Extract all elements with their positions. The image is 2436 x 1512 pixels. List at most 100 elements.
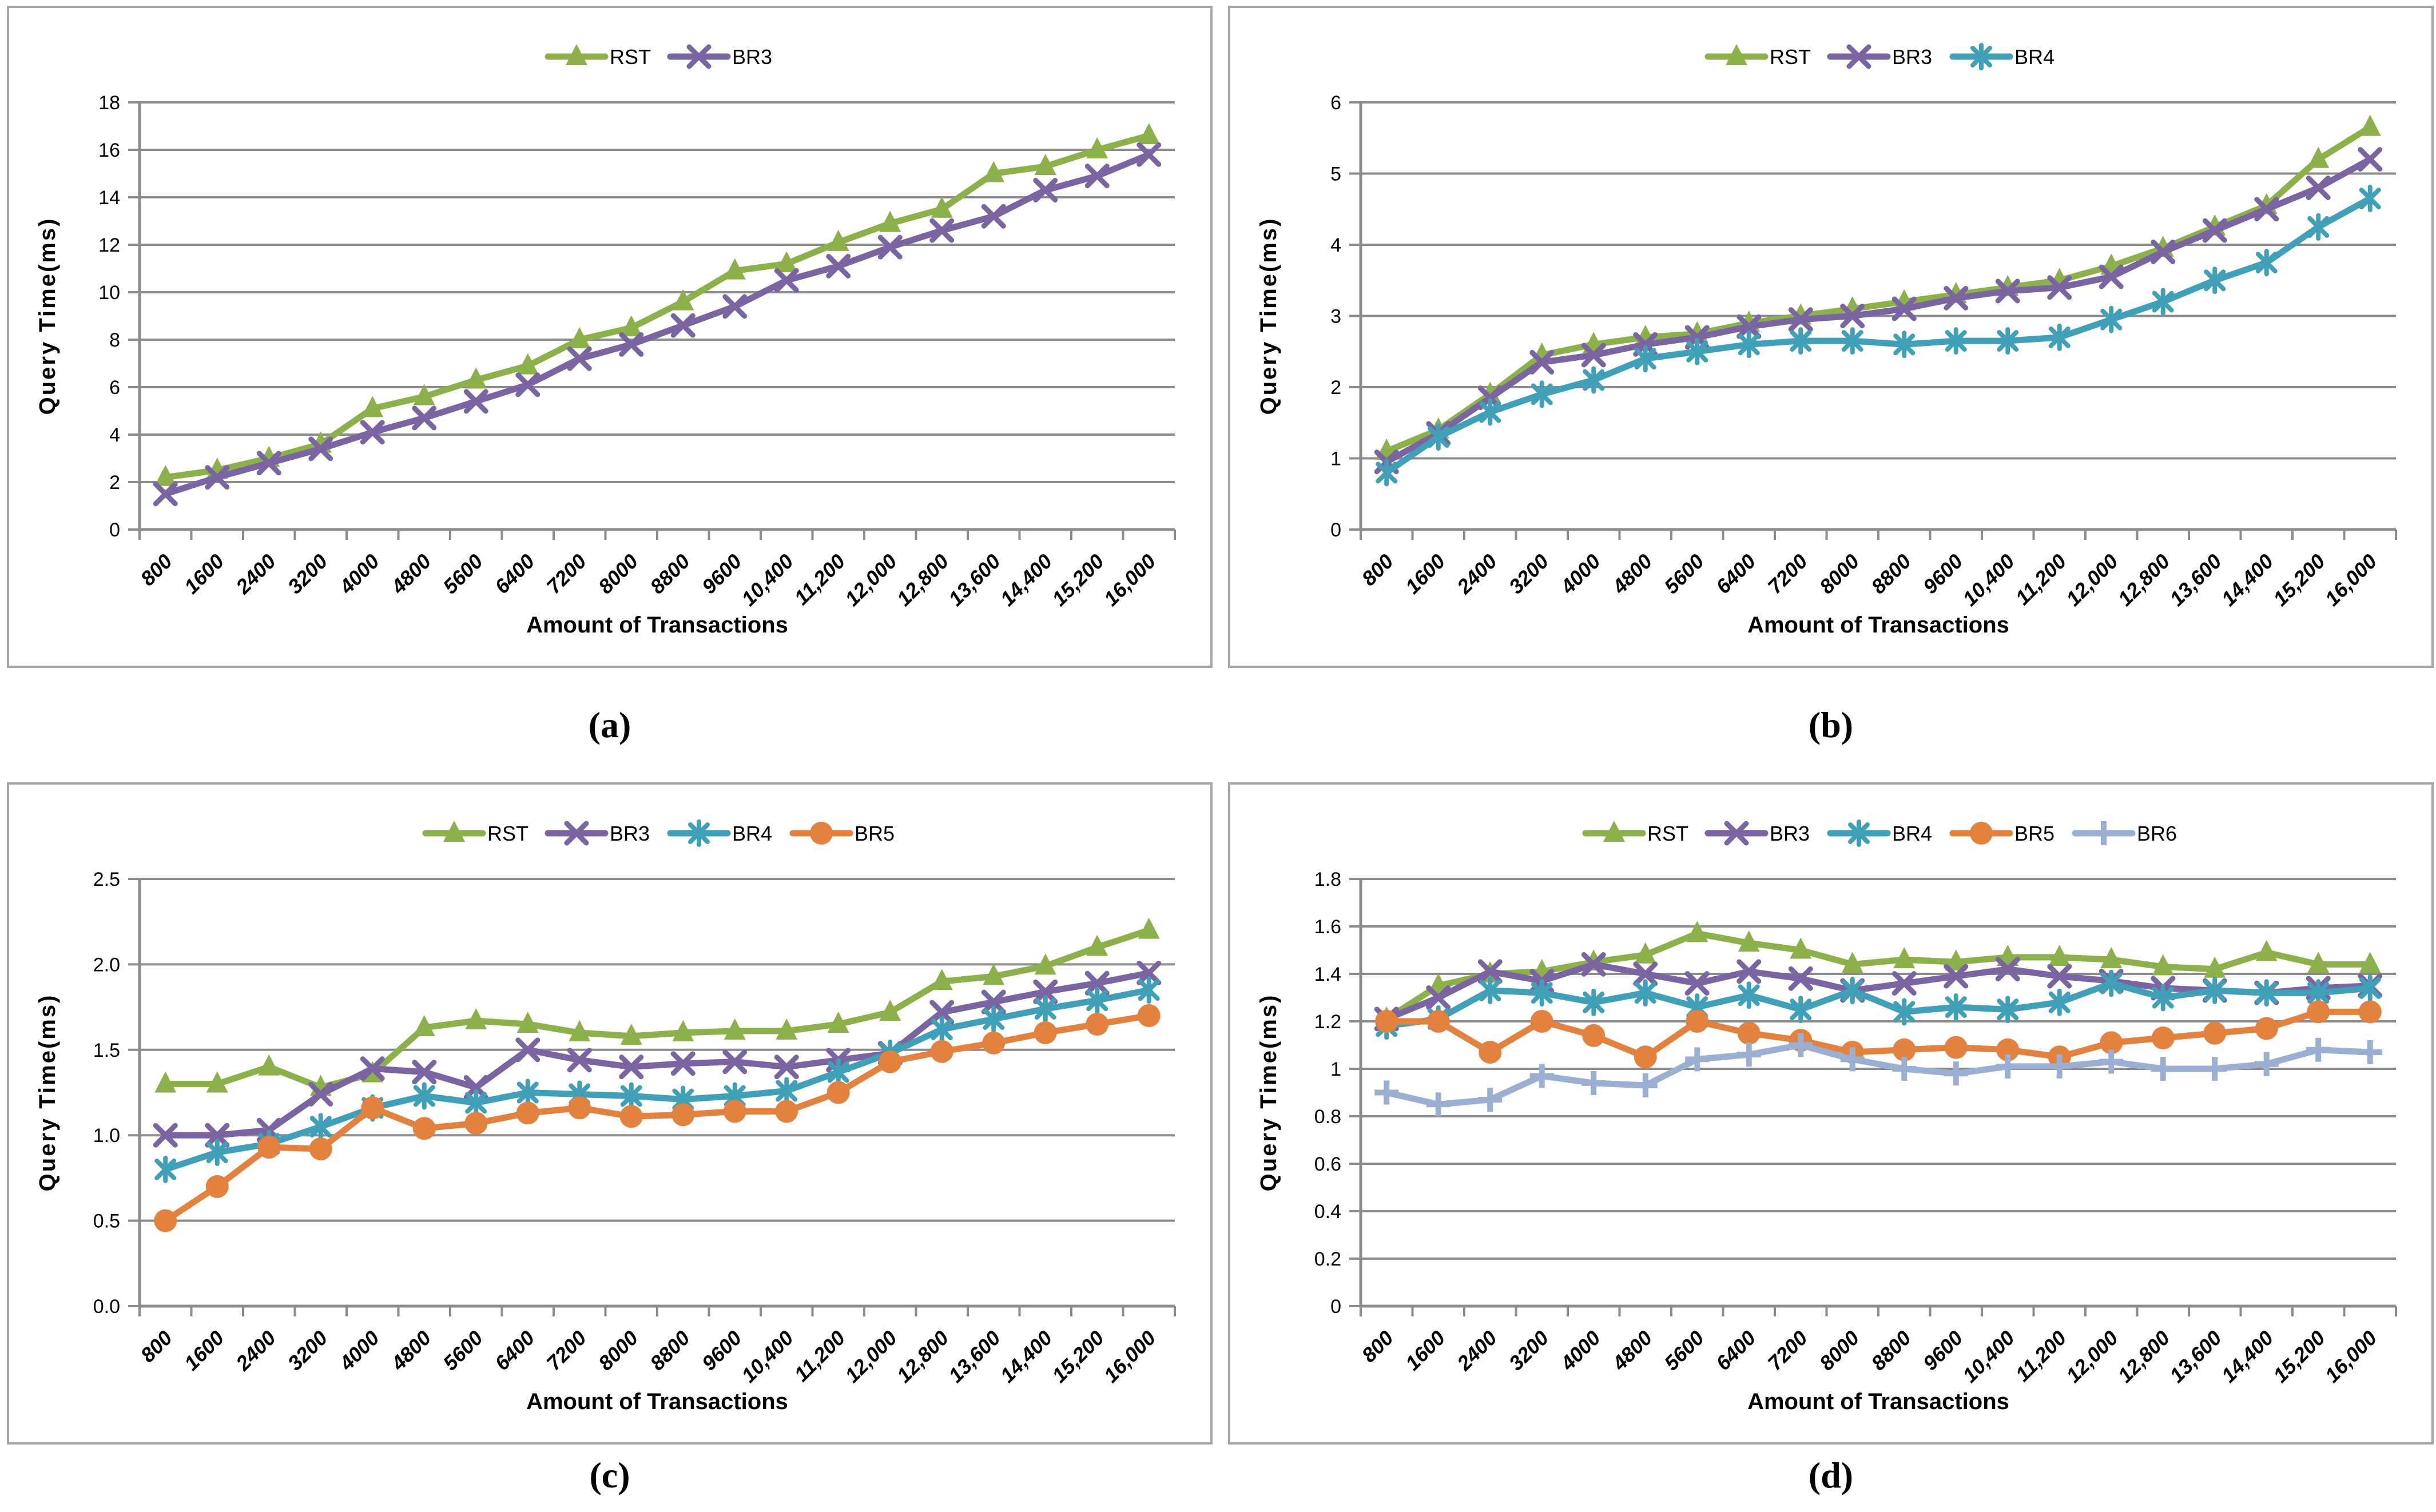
x-axis-ticks	[138, 1306, 1176, 1316]
x-tick-label: 10,400	[737, 550, 798, 611]
asterisk-marker	[1738, 331, 1760, 359]
x-tick-label: 7200	[1763, 1326, 1812, 1375]
x-tick-label: 12,000	[2061, 550, 2123, 611]
legend-item-RST: RST	[1582, 821, 1688, 845]
circle-marker	[2358, 1000, 2382, 1024]
x-marker	[1736, 314, 1762, 339]
caption-d: (d)	[1808, 1455, 1854, 1495]
circle-marker	[1686, 1010, 1709, 1033]
triangle-marker	[1726, 44, 1747, 65]
x-tick-label: 4800	[1607, 550, 1656, 599]
y-tick-label: 4	[1330, 234, 1341, 256]
triangle-marker	[569, 327, 591, 348]
x-marker	[515, 372, 541, 397]
circle-marker	[568, 1096, 591, 1120]
y-tick-label: 6	[109, 377, 120, 399]
asterisk-marker	[1086, 986, 1108, 1014]
circle-marker	[2151, 1026, 2175, 1050]
x-tick-label: 11,200	[789, 1326, 849, 1386]
triangle-marker	[776, 1018, 798, 1040]
y-tick-label: 2	[1330, 377, 1341, 399]
x-marker	[1033, 979, 1058, 1004]
y-tick-labels: 0.0 0.5 1.0 1.5 2.0 2.5	[93, 869, 120, 1318]
plus-marker	[1736, 1043, 1761, 1067]
legend-label: BR5	[855, 822, 895, 845]
chart-canvas-c: 0.0 0.5 1.0 1.5 2.0 2.5 800 1600 2400 3200 4000 480…	[35, 819, 1176, 1414]
triangle-marker	[672, 289, 694, 311]
x-tick-label: 13,600	[2165, 550, 2226, 611]
x-tick-label: 5600	[438, 550, 487, 599]
x-marker	[1033, 178, 1058, 203]
series-RST	[154, 917, 1160, 1096]
y-tick-label: 10	[98, 282, 120, 304]
x-marker	[1684, 971, 1710, 996]
circle-marker	[309, 1137, 332, 1161]
y-tick-labels: 0 0.2 0.4 0.6 0.8 1 1.2 1.4 1.6 1.8	[1314, 869, 1341, 1318]
x-marker	[1788, 307, 1813, 332]
triangle-marker	[413, 1014, 435, 1036]
x-tick-label: 9600	[1918, 1326, 1968, 1375]
x-tick-label: 6400	[1711, 1326, 1761, 1375]
x-marker	[686, 44, 712, 69]
x-marker	[564, 821, 589, 846]
x-tick-label: 12,000	[840, 1326, 901, 1387]
asterisk-marker	[1531, 979, 1553, 1007]
asterisk-marker	[1738, 981, 1760, 1009]
x-marker	[670, 1051, 696, 1076]
asterisk-marker	[688, 819, 710, 847]
x-tick-label: 800	[136, 1326, 176, 1367]
circle-marker	[1530, 1010, 1553, 1033]
x-tick-label: 15,200	[2268, 550, 2330, 611]
y-tick-label: 1.8	[1314, 869, 1341, 890]
legend-label: BR3	[1770, 822, 1810, 845]
x-marker	[722, 1049, 748, 1075]
series-RST	[1376, 114, 2381, 460]
plus-marker	[2151, 1057, 2175, 1081]
triangle-marker	[2359, 114, 2381, 136]
x-tick-label: 5600	[438, 1326, 487, 1375]
x-axis-title: Amount of Transactions	[526, 1389, 788, 1414]
series-BR3	[153, 142, 1162, 507]
plus-marker	[2254, 1052, 2279, 1076]
asterisk-marker	[2255, 979, 2278, 1007]
x-tick-label: 16,000	[2320, 550, 2382, 611]
x-marker	[1995, 957, 2020, 982]
legend-label: BR3	[1892, 45, 1932, 69]
triangle-marker	[1945, 949, 1967, 971]
plus-marker	[1581, 1071, 1606, 1095]
x-marker	[412, 405, 437, 431]
asterisk-marker	[2307, 213, 2330, 241]
x-tick-label: 2400	[231, 550, 280, 599]
x-marker	[360, 420, 385, 445]
chart-panel-d: 0 0.2 0.4 0.6 0.8 1 1.2 1.4 1.6 1.8 800 1600 2400 320…	[1228, 782, 2434, 1445]
asterisk-marker	[1634, 345, 1656, 373]
figure-cell-c: 0.0 0.5 1.0 1.5 2.0 2.5 800 1600 2400 3200 4000 480…	[7, 782, 1213, 1506]
legend: RST BR3	[545, 44, 772, 69]
asterisk-marker	[1583, 366, 1605, 394]
triangle-marker	[1634, 942, 1656, 964]
legend-label: RST	[487, 822, 528, 845]
asterisk-marker	[465, 1089, 487, 1117]
triangle-marker	[2048, 944, 2071, 966]
asterisk-marker	[776, 1077, 798, 1105]
plus-marker	[1996, 1054, 2020, 1079]
circle-marker	[1996, 1038, 2020, 1061]
x-tick-label: 10,400	[1958, 1326, 2019, 1387]
triangle-marker	[2152, 954, 2174, 976]
triangle-marker	[516, 1011, 539, 1033]
asterisk-marker	[1531, 380, 1553, 408]
x-marker	[1581, 952, 1606, 977]
asterisk-marker	[413, 1082, 435, 1110]
triangle-marker	[827, 1011, 849, 1033]
legend-item-BR4: BR4	[1949, 43, 2054, 70]
x-marker	[1736, 959, 1762, 984]
triangle-marker	[983, 964, 1005, 985]
triangle-marker	[1034, 154, 1056, 176]
x-marker	[2358, 147, 2383, 172]
y-tick-label: 1.5	[93, 1040, 120, 1061]
triangle-marker	[1138, 123, 1160, 145]
triangle-marker	[620, 1023, 642, 1045]
x-tick-label: 6400	[1711, 550, 1761, 599]
plus-marker	[1374, 1080, 1399, 1105]
